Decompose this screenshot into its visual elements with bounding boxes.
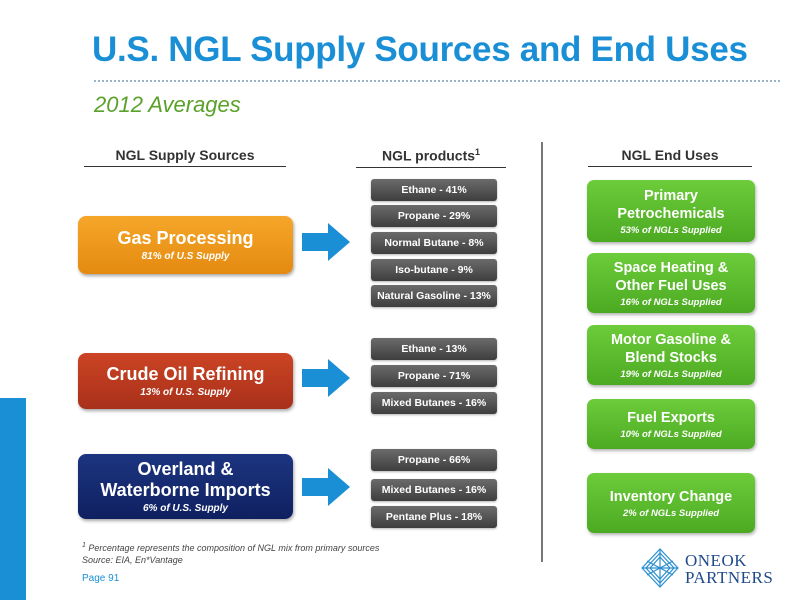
column-header-supply: NGL Supply Sources (84, 147, 286, 167)
product-normal-butane: Normal Butane - 8% (371, 232, 497, 254)
logo-text: ONEOK PARTNERS (685, 552, 773, 586)
source-overland-waterborne-imports: Overland & Waterborne Imports 6% of U.S.… (78, 454, 293, 519)
end-use-share: 10% of NGLs Supplied (620, 428, 722, 440)
footnote-marker: 1 (475, 147, 481, 157)
arrow-icon (302, 468, 350, 506)
column-header-supply-label: NGL Supply Sources (115, 147, 255, 163)
column-header-products-label: NGL products (381, 147, 476, 164)
product-propane: Propane - 66% (371, 449, 497, 471)
product-mixed-butanes: Mixed Butanes - 16% (371, 479, 497, 501)
end-use-label: Inventory Change (609, 488, 733, 505)
title-divider (94, 80, 780, 82)
end-use-primary-petrochemicals: Primary Petrochemicals 53% of NGLs Suppl… (587, 180, 755, 242)
page-subtitle: 2012 Averages (94, 92, 241, 117)
arrow-icon (302, 223, 350, 261)
side-accent-bar (0, 398, 26, 600)
source-share: 81% of U.S Supply (141, 251, 230, 262)
logo-text-line2: PARTNERS (685, 568, 774, 587)
product-ethane: Ethane - 13% (371, 338, 497, 360)
column-header-products: NGL products1 (356, 147, 506, 168)
source-crude-oil-refining: Crude Oil Refining 13% of U.S. Supply (78, 353, 293, 409)
end-use-share: 53% of NGLs Supplied (620, 224, 722, 236)
footnote-marker: 1 (82, 542, 86, 549)
source-share: 13% of U.S. Supply (140, 387, 231, 398)
end-use-label-line1: Space Heating & (613, 259, 729, 276)
end-use-inventory-change: Inventory Change 2% of NGLs Supplied (587, 473, 755, 533)
column-header-end-uses: NGL End Uses (588, 147, 752, 167)
end-use-label-line2: Blend Stocks (625, 349, 717, 366)
end-use-motor-gasoline: Motor Gasoline & Blend Stocks 19% of NGL… (587, 325, 755, 385)
product-mixed-butanes: Mixed Butanes - 16% (371, 392, 497, 414)
end-use-label-line2: Other Fuel Uses (615, 277, 727, 294)
footnote-text: Percentage represents the composition of… (88, 543, 380, 553)
end-use-label: Fuel Exports (627, 409, 715, 426)
footnote-line-1: 1 Percentage represents the composition … (82, 540, 379, 554)
page-number: Page 91 (82, 573, 120, 584)
source-share: 6% of U.S. Supply (142, 503, 228, 514)
source-label-line2: Waterborne Imports (100, 480, 271, 500)
oneok-logo-icon (641, 548, 679, 588)
product-iso-butane: Iso-butane - 9% (371, 259, 497, 281)
end-use-fuel-exports: Fuel Exports 10% of NGLs Supplied (587, 399, 755, 449)
footnote-source: Source: EIA, En*Vantage (82, 555, 183, 565)
product-propane: Propane - 71% (371, 365, 497, 387)
source-label-line1: Overland & (137, 459, 234, 479)
product-pentane-plus: Pentane Plus - 18% (371, 506, 497, 528)
end-use-space-heating: Space Heating & Other Fuel Uses 16% of N… (587, 253, 755, 313)
footnote: 1 Percentage represents the composition … (82, 540, 379, 566)
column-header-end-uses-label: NGL End Uses (621, 147, 719, 163)
end-use-share: 2% of NGLs Supplied (622, 507, 720, 519)
logo-text-line1: ONEOK (685, 551, 747, 570)
source-label: Gas Processing (117, 228, 254, 248)
end-use-share: 19% of NGLs Supplied (620, 368, 722, 380)
source-label: Crude Oil Refining (106, 364, 265, 384)
product-ethane: Ethane - 41% (371, 179, 497, 201)
product-propane: Propane - 29% (371, 205, 497, 227)
page-title: U.S. NGL Supply Sources and End Uses (92, 30, 748, 69)
end-use-label-line1: Motor Gasoline & (610, 331, 732, 348)
end-use-label-line1: Primary (643, 187, 698, 204)
source-gas-processing: Gas Processing 81% of U.S Supply (78, 216, 293, 274)
end-use-label-line2: Petrochemicals (617, 205, 725, 222)
column-divider (541, 142, 543, 562)
product-natural-gasoline: Natural Gasoline - 13% (371, 285, 497, 307)
end-use-share: 16% of NGLs Supplied (620, 296, 722, 308)
oneok-partners-logo: ONEOK PARTNERS (641, 548, 776, 588)
arrow-icon (302, 359, 350, 397)
